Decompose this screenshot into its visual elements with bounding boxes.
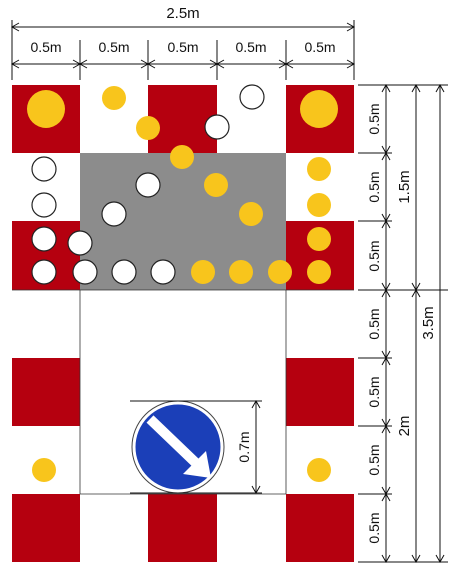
board-cell xyxy=(286,358,354,426)
white-stud xyxy=(151,260,175,284)
row-height-label: 0.5m xyxy=(366,444,382,475)
white-stud xyxy=(68,231,92,255)
total-height-label: 3.5m xyxy=(420,306,437,339)
yellow-stud xyxy=(300,90,338,128)
white-stud xyxy=(73,260,97,284)
yellow-stud xyxy=(136,116,160,140)
yellow-stud xyxy=(307,260,331,284)
row-height-label: 0.5m xyxy=(366,308,382,339)
white-stud xyxy=(205,115,229,139)
row-height-label: 0.5m xyxy=(366,240,382,271)
board-cell xyxy=(148,494,217,562)
board-cell xyxy=(80,494,148,562)
yellow-stud xyxy=(307,157,331,181)
board-cell xyxy=(12,494,80,562)
yellow-stud xyxy=(307,458,331,482)
board-cell xyxy=(286,290,354,358)
row-height-label: 0.5m xyxy=(366,103,382,134)
white-stud xyxy=(112,260,136,284)
white-stud xyxy=(32,157,56,181)
yellow-stud xyxy=(307,227,331,251)
yellow-stud xyxy=(204,173,228,197)
sign-height-label: 0.7m xyxy=(236,431,252,462)
column-width-label: 0.5m xyxy=(30,39,61,55)
yellow-stud xyxy=(170,145,194,169)
white-stud xyxy=(32,193,56,217)
white-stud xyxy=(240,85,264,109)
lower-section-label: 2m xyxy=(396,416,413,437)
yellow-stud xyxy=(307,193,331,217)
white-stud xyxy=(32,227,56,251)
column-width-label: 0.5m xyxy=(167,39,198,55)
yellow-stud xyxy=(268,260,292,284)
right-dimensions: 0.5m 0.5m 0.5m 0.5m 0.5m 0.5m 0.5m 1.5m … xyxy=(358,85,448,562)
board-cell xyxy=(148,85,217,153)
total-width-label: 2.5m xyxy=(166,5,199,22)
upper-section-label: 1.5m xyxy=(396,170,413,203)
column-width-label: 0.5m xyxy=(98,39,129,55)
row-height-label: 0.5m xyxy=(366,171,382,202)
board-cell xyxy=(217,494,286,562)
yellow-stud xyxy=(102,86,126,110)
top-dimensions: 2.5m 0.5m 0.5m 0.5m 0.5m 0.5m xyxy=(12,5,354,80)
white-stud xyxy=(136,173,160,197)
column-width-label: 0.5m xyxy=(304,39,335,55)
keep-right-sign xyxy=(132,401,224,493)
board-cell xyxy=(12,290,80,358)
board-cell xyxy=(286,494,354,562)
row-height-label: 0.5m xyxy=(366,512,382,543)
column-width-label: 0.5m xyxy=(235,39,266,55)
row-height-label: 0.5m xyxy=(366,376,382,407)
yellow-stud xyxy=(239,202,263,226)
yellow-stud xyxy=(27,90,65,128)
yellow-stud xyxy=(32,458,56,482)
white-stud xyxy=(32,260,56,284)
white-stud xyxy=(102,202,126,226)
yellow-stud xyxy=(191,260,215,284)
board-cell xyxy=(12,358,80,426)
yellow-stud xyxy=(229,260,253,284)
